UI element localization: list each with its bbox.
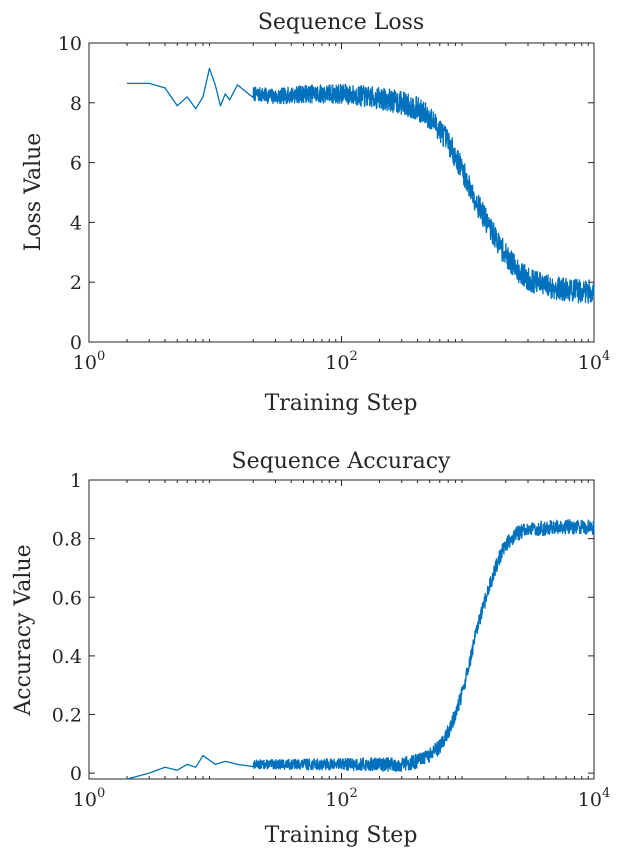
x-axis-label: Training Step (265, 823, 418, 848)
tick-group: 100 102 104 0 0.2 0.4 0.6 0.8 1 (52, 470, 610, 811)
y-tick-label: 0 (70, 332, 82, 354)
chart-title: Sequence Loss (258, 10, 424, 35)
y-tick-label: 8 (70, 93, 82, 115)
y-tick-label: 4 (70, 212, 82, 234)
y-tick-label: 0.8 (52, 529, 82, 551)
accuracy-series-line (126, 519, 595, 780)
x-tick-label: 102 (325, 786, 357, 811)
sequence-accuracy-chart: Sequence Accuracy 100 102 104 0 0.2 0.4 0.6 0.8… (11, 449, 610, 848)
x-tick-label: 104 (578, 786, 610, 811)
tick-group: 100 102 104 0 2 4 6 8 10 (58, 33, 610, 374)
x-tick-label: 100 (73, 349, 105, 374)
y-tick-label: 2 (70, 272, 82, 294)
x-tick-label: 104 (578, 349, 610, 374)
plot-area (88, 479, 595, 780)
y-tick-label: 1 (70, 470, 82, 492)
sequence-loss-chart: Sequence Loss 100 102 104 0 2 4 6 8 10 Training … (21, 10, 610, 416)
y-tick-label: 0.4 (52, 646, 82, 668)
x-tick-label: 102 (325, 349, 357, 374)
loss-series-line (127, 67, 595, 304)
y-tick-label: 0.6 (52, 587, 82, 609)
x-axis-label: Training Step (265, 391, 418, 416)
chart-title: Sequence Accuracy (232, 449, 452, 474)
y-axis-label: Loss Value (21, 133, 46, 252)
y-tick-label: 6 (70, 153, 82, 175)
y-tick-label: 0 (70, 763, 82, 785)
y-tick-label: 0.2 (52, 705, 82, 727)
x-tick-label: 100 (73, 786, 105, 811)
y-axis-label: Accuracy Value (11, 544, 36, 716)
y-tick-label: 10 (58, 33, 82, 55)
